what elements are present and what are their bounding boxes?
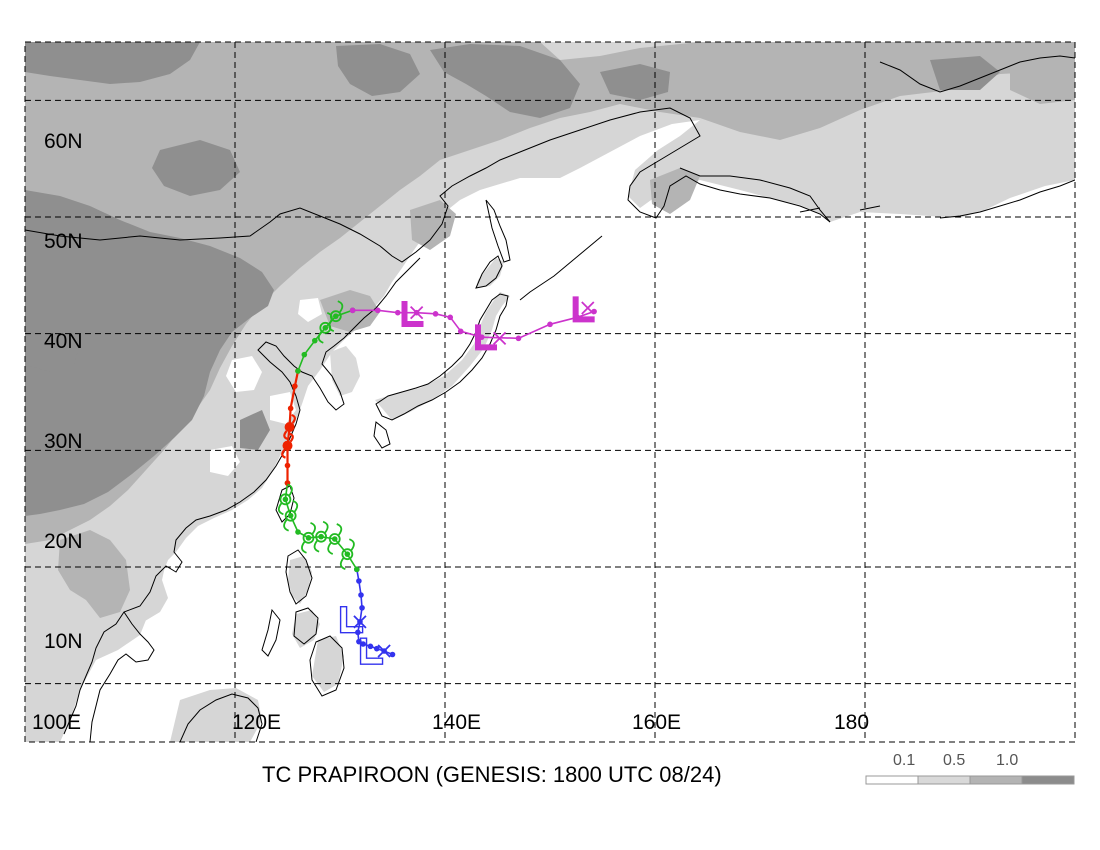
legend-label-1-0: 1.0 bbox=[996, 752, 1018, 769]
lat-label-60n: 60N bbox=[44, 130, 83, 153]
lat-label-50n: 50N bbox=[44, 230, 83, 253]
typhoon-symbol bbox=[283, 413, 296, 441]
typhoon-track-fix-point bbox=[287, 405, 294, 412]
legend-swatch-2 bbox=[917, 775, 971, 785]
storm-track-fix-point bbox=[331, 536, 338, 542]
lat-label-10n: 10N bbox=[44, 630, 83, 653]
alaska-coastline bbox=[879, 55, 1075, 219]
storm-track-north-fix-point bbox=[312, 337, 318, 344]
depression-track-fix-point bbox=[359, 605, 365, 611]
depression-track-fix-point bbox=[356, 578, 362, 584]
typhoon-symbol bbox=[281, 432, 294, 459]
tropical-storm-symbol bbox=[339, 538, 355, 571]
map-border bbox=[24, 41, 1076, 743]
low-pressure-symbol bbox=[475, 324, 497, 351]
extratropical-track-fix-point bbox=[349, 307, 356, 314]
tropical-storm-symbol bbox=[327, 523, 343, 555]
tropical-storm-symbol bbox=[301, 521, 316, 554]
japan-land bbox=[330, 258, 510, 420]
depression-track-fix-point bbox=[367, 643, 374, 650]
storm-track-fix-point bbox=[318, 533, 324, 540]
land-dark-gray bbox=[25, 190, 274, 516]
legend-swatch-1 bbox=[865, 775, 919, 785]
map-frame bbox=[25, 42, 1075, 742]
coastlines bbox=[25, 55, 1075, 742]
borneo-coastline bbox=[179, 693, 263, 742]
low-pressure-symbol bbox=[572, 296, 595, 323]
extratropical-track-fix-point bbox=[447, 314, 454, 321]
storm-track-north-fix-point bbox=[322, 325, 329, 331]
tc-symbols bbox=[277, 296, 595, 665]
x-marker-symbol bbox=[410, 306, 424, 320]
lon-label-160e: 160E bbox=[632, 711, 681, 734]
extratropical-track-fix-point bbox=[432, 311, 439, 317]
extratropical-track-fix-point bbox=[547, 321, 553, 328]
depression-track-fix-point bbox=[373, 645, 380, 652]
storm-track-fix-point bbox=[282, 496, 289, 503]
lat-label-40n: 40N bbox=[44, 330, 83, 353]
storm-track-north-fix-point bbox=[333, 313, 339, 319]
tropical-storm-symbol bbox=[328, 300, 344, 333]
low-pressure-symbol bbox=[359, 637, 384, 665]
x-marker-symbol bbox=[353, 615, 367, 629]
legend-swatch-4 bbox=[1021, 775, 1075, 785]
lon-labels: 100E 120E 140E 160E 180 bbox=[32, 711, 869, 734]
extratropical-track-fix-point bbox=[457, 328, 464, 335]
lat-label-30n: 30N bbox=[44, 430, 83, 453]
kuril-aleutian-dots bbox=[519, 205, 881, 301]
storm-track-north-fix-point bbox=[295, 368, 301, 374]
tropical-storm-symbol bbox=[277, 483, 293, 516]
kamchatka-coastline bbox=[679, 167, 831, 223]
storm-track-fix-point bbox=[287, 512, 294, 519]
lat-labels: 60N 50N 40N 30N 20N 10N bbox=[44, 130, 83, 653]
depression-track-fix-point bbox=[358, 592, 364, 598]
typhoon-track-fix-point bbox=[292, 383, 298, 389]
typhoon-track-fix-point bbox=[284, 462, 291, 469]
storm-track-fix-point bbox=[344, 551, 351, 557]
korea-china-coastline bbox=[63, 257, 421, 735]
land-shading bbox=[25, 42, 1075, 742]
x-marker-symbol bbox=[581, 301, 595, 315]
lon-label-180: 180 bbox=[834, 711, 869, 734]
tropical-storm-symbol bbox=[283, 499, 299, 532]
lon-label-120e: 120E bbox=[232, 711, 281, 734]
storm-track-fix-point bbox=[305, 535, 312, 541]
low-pressure-symbol bbox=[339, 605, 364, 634]
extratropical-track-fix-point bbox=[394, 309, 401, 316]
x-marker-symbol bbox=[492, 331, 507, 345]
maritime-land bbox=[170, 556, 344, 742]
lon-label-100e: 100E bbox=[32, 711, 81, 734]
storm-track-fix-point bbox=[354, 566, 360, 573]
extratropical-track-line bbox=[352, 309, 595, 340]
extratropical-track-fix-point bbox=[375, 307, 381, 314]
legend-swatch-3 bbox=[969, 775, 1023, 785]
land-mid-gray bbox=[25, 42, 1075, 544]
depression-track-fix-point bbox=[389, 651, 396, 658]
lon-label-140e: 140E bbox=[432, 711, 481, 734]
philippines-coastline bbox=[261, 549, 345, 697]
legend-label-0-5: 0.5 bbox=[943, 752, 965, 769]
lat-label-20n: 20N bbox=[44, 530, 83, 553]
land-dark-gray-2 bbox=[25, 42, 1000, 450]
japan-coastline bbox=[373, 199, 511, 449]
storm-track-north-fix-point bbox=[301, 351, 308, 358]
depression-track-fix-point bbox=[360, 641, 366, 647]
extratropical-track-fix-point bbox=[515, 335, 522, 342]
storm-track-fix-point bbox=[295, 529, 301, 535]
asia-coastline bbox=[25, 107, 831, 263]
shading-legend: 0.1 0.5 1.0 bbox=[865, 752, 1075, 785]
map-title: TC PRAPIROON (GENESIS: 1800 UTC 08/24) bbox=[262, 762, 722, 787]
graticule bbox=[25, 42, 1075, 742]
legend-label-0-1: 0.1 bbox=[893, 752, 915, 769]
x-marker-symbol bbox=[377, 644, 391, 658]
lowland-patches bbox=[210, 298, 322, 476]
low-pressure-symbol bbox=[401, 301, 424, 327]
indochina-coastline bbox=[89, 611, 155, 742]
tropical-storm-symbol bbox=[313, 520, 329, 553]
